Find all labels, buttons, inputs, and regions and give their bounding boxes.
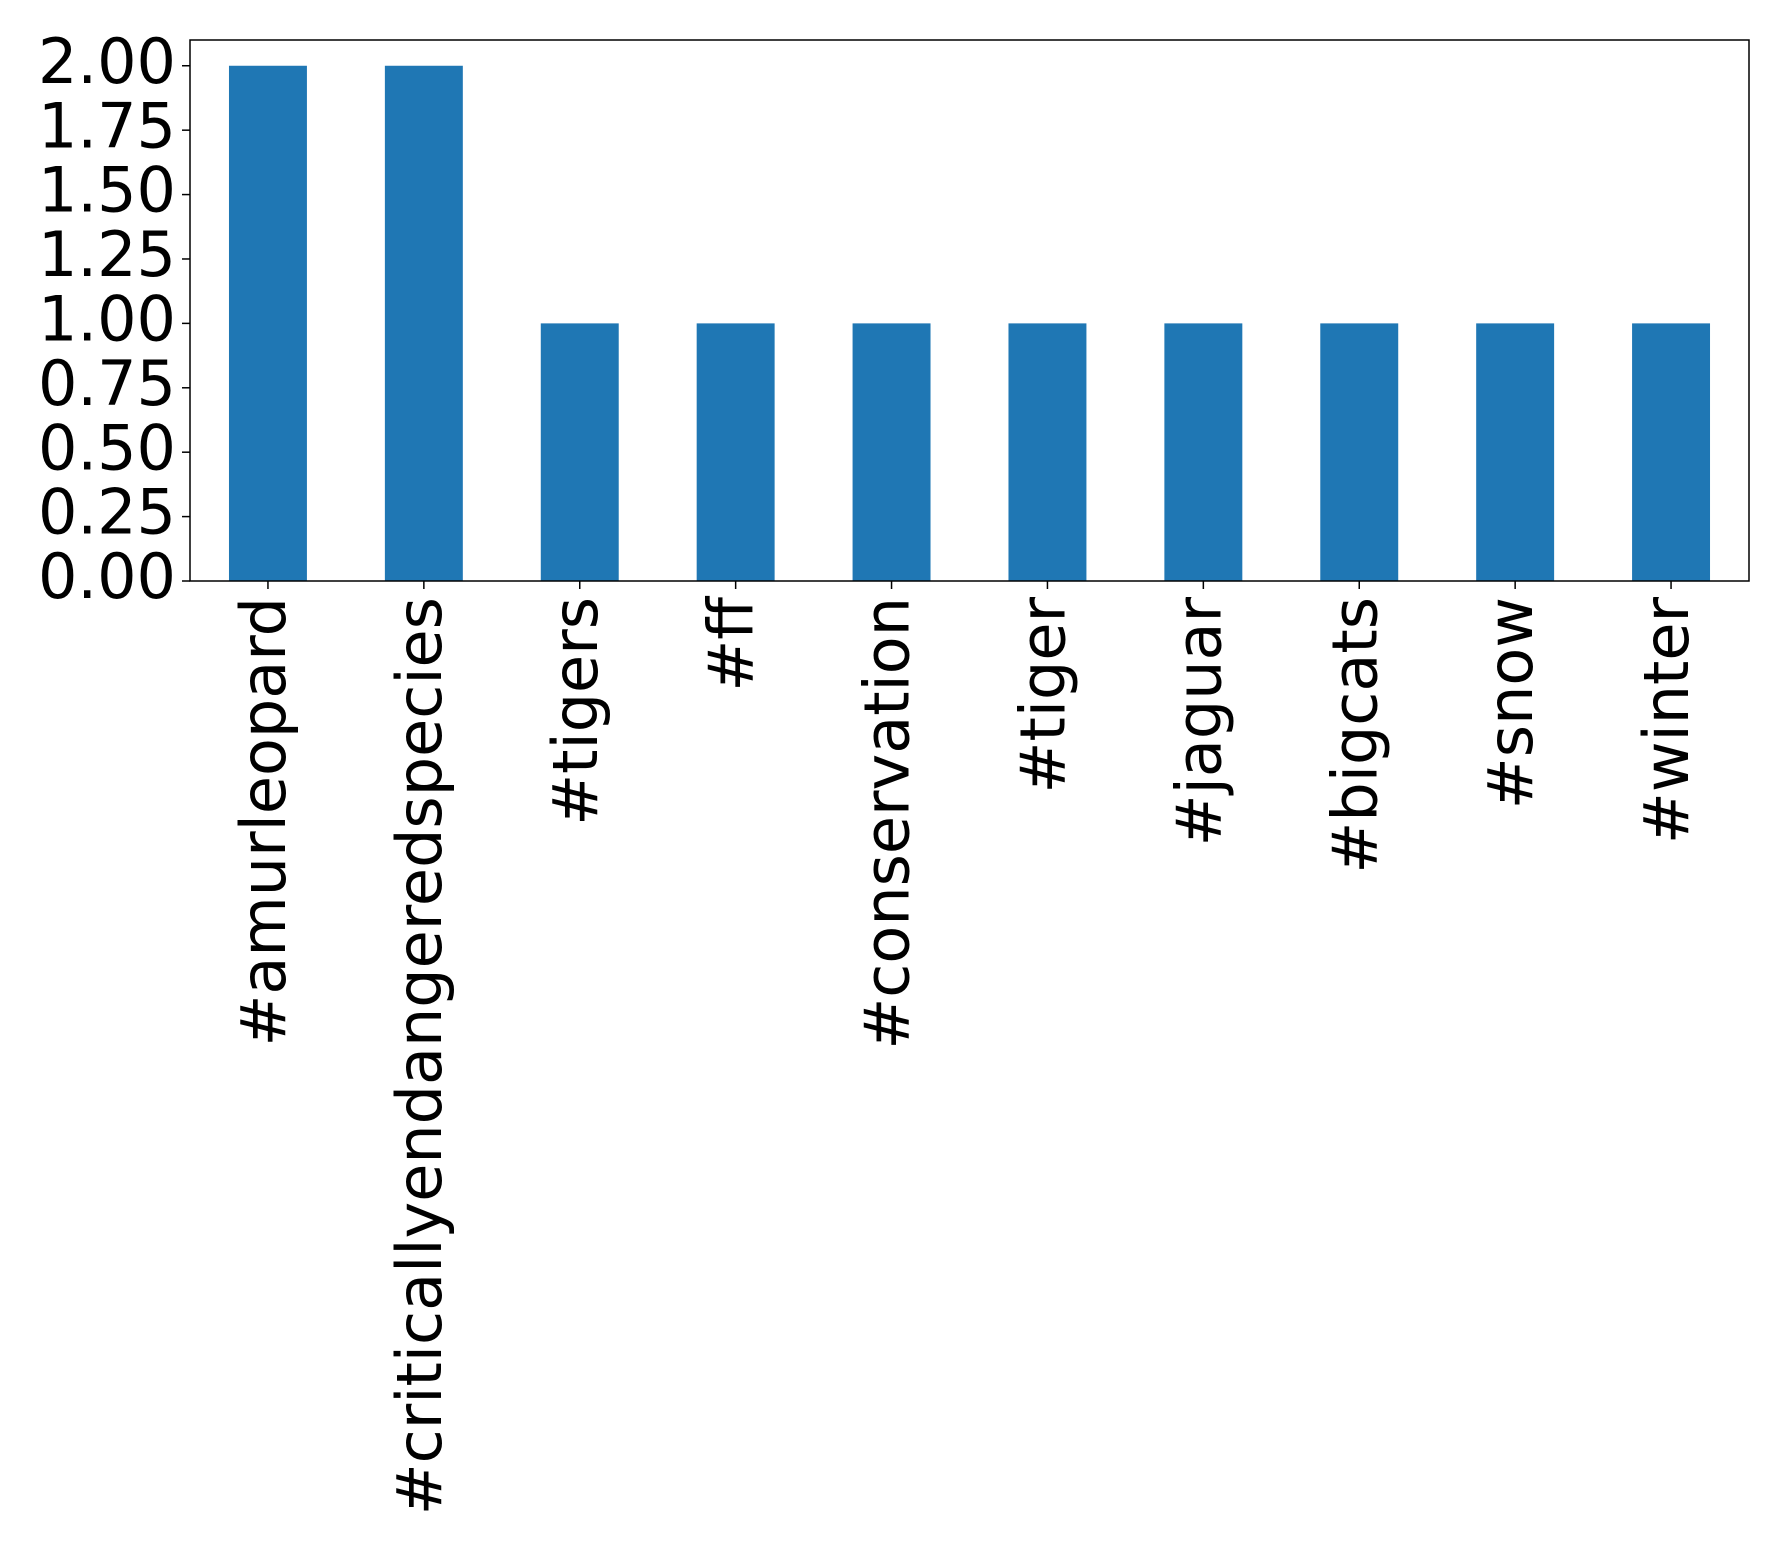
bar — [696, 323, 775, 581]
y-tick-label: 0.50 — [38, 411, 176, 484]
x-tick-label: #ff — [695, 596, 768, 692]
bar — [1632, 323, 1711, 581]
x-tick-label: #amurleopard — [227, 597, 300, 1047]
x-tick-label: #snow — [1474, 597, 1547, 809]
bar — [228, 65, 307, 581]
x-tick-label: #winter — [1630, 596, 1703, 844]
y-tick-label: 1.25 — [38, 218, 176, 291]
bar — [1320, 323, 1399, 581]
y-tick-label: 0.00 — [38, 540, 176, 613]
y-tick-label: 1.00 — [38, 282, 176, 355]
plot-frame — [189, 39, 1750, 582]
bar — [540, 323, 619, 581]
x-tick-label: #bigcats — [1318, 597, 1391, 874]
y-tick-label: 0.75 — [38, 347, 176, 420]
y-tick-label: 1.50 — [38, 154, 176, 227]
x-tick-label: #conservation — [851, 597, 924, 1050]
x-tick-label: #tigers — [539, 597, 612, 826]
bar — [1164, 323, 1243, 581]
x-tick-label: #jaguar — [1162, 597, 1235, 847]
bar — [852, 323, 931, 581]
bar — [1008, 323, 1087, 581]
x-tick-label: #tiger — [1007, 597, 1080, 794]
x-tick-label: #criticallyendangeredspecies — [383, 597, 456, 1515]
y-tick-label: 1.75 — [38, 89, 176, 162]
bar — [1476, 323, 1555, 581]
bar — [384, 65, 463, 581]
y-tick-label: 0.25 — [38, 476, 176, 549]
y-tick-label: 2.00 — [38, 25, 176, 98]
